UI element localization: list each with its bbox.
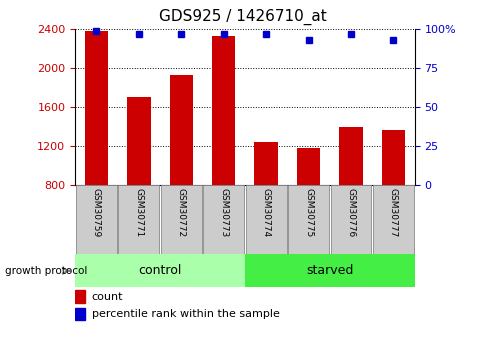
Text: GSM30777: GSM30777 (388, 188, 397, 237)
Text: GSM30774: GSM30774 (261, 188, 270, 237)
Bar (339, 127, 362, 185)
Bar (245, 185, 286, 254)
Bar (169, 75, 193, 185)
Text: GSM30776: GSM30776 (346, 188, 355, 237)
Text: percentile rank within the sample: percentile rank within the sample (91, 309, 279, 319)
Text: starved: starved (305, 264, 353, 277)
Bar (296, 148, 319, 185)
Text: GSM30759: GSM30759 (91, 188, 101, 237)
Text: control: control (138, 264, 182, 277)
Bar (287, 185, 328, 254)
Bar (254, 142, 277, 185)
Bar (75, 290, 85, 303)
Bar (381, 130, 404, 185)
Bar (330, 185, 371, 254)
Text: GSM30773: GSM30773 (219, 188, 228, 237)
Bar (118, 185, 159, 254)
Bar (127, 97, 150, 185)
Bar (85, 31, 108, 185)
Bar (161, 185, 201, 254)
Bar (372, 185, 413, 254)
Text: GSM30771: GSM30771 (134, 188, 143, 237)
Text: growth protocol: growth protocol (5, 266, 87, 276)
Bar (76, 185, 117, 254)
Text: count: count (91, 292, 123, 302)
Text: GDS925 / 1426710_at: GDS925 / 1426710_at (158, 9, 326, 25)
Bar (244, 254, 414, 287)
Bar (75, 308, 85, 320)
Text: GSM30772: GSM30772 (176, 188, 185, 237)
Text: GSM30775: GSM30775 (303, 188, 313, 237)
Bar (212, 36, 235, 185)
Bar (75, 254, 244, 287)
Bar (203, 185, 243, 254)
